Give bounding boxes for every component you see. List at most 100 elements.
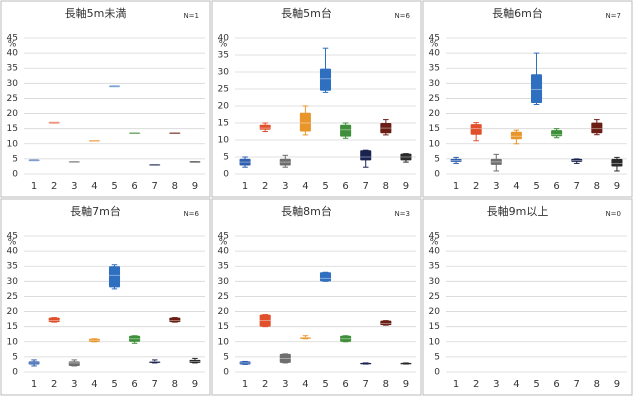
x-tick-label: 2	[51, 181, 57, 192]
y-tick-label: 10	[7, 337, 19, 347]
y-tick-label: 35	[218, 262, 229, 272]
panel-frame	[211, 0, 422, 198]
y-axis-label: %	[219, 238, 228, 248]
y-tick-label: 20	[218, 307, 230, 317]
x-tick-label: 3	[493, 379, 499, 390]
x-tick-label: 9	[403, 181, 409, 192]
y-axis-label: %	[430, 238, 439, 248]
x-tick-label: 3	[282, 379, 288, 390]
x-tick-label: 3	[71, 379, 77, 390]
x-tick-label: 1	[31, 181, 37, 192]
y-tick-label: 30	[218, 68, 230, 78]
x-tick-label: 5	[322, 181, 328, 192]
box	[319, 272, 332, 282]
y-tick-label: 40	[7, 247, 19, 257]
box	[591, 122, 603, 134]
x-tick-label: 1	[453, 181, 459, 192]
x-tick-label: 7	[574, 181, 580, 192]
y-tick-label: 0	[434, 170, 440, 180]
panel-frame	[0, 198, 211, 396]
x-tick-label: 1	[31, 379, 37, 390]
x-tick-label: 2	[473, 379, 479, 390]
y-tick-label: 35	[429, 262, 440, 272]
x-tick-label: 6	[553, 379, 559, 390]
panel-note: N=7	[605, 12, 621, 20]
panel-title: 長軸8m台	[281, 204, 332, 218]
x-tick-label: 2	[473, 181, 479, 192]
y-tick-label: 15	[218, 322, 229, 332]
x-tick-label: 3	[493, 181, 499, 192]
x-tick-label: 4	[302, 181, 308, 192]
x-tick-label: 1	[242, 379, 248, 390]
y-tick-label: 30	[7, 79, 19, 89]
y-tick-label: 20	[7, 307, 19, 317]
y-tick-label: 5	[223, 352, 229, 362]
y-tick-label: 5	[12, 352, 18, 362]
y-tick-label: 5	[223, 153, 229, 163]
x-tick-label: 9	[614, 379, 620, 390]
x-tick-label: 5	[533, 379, 539, 390]
y-axis-label: %	[8, 238, 17, 248]
y-tick-label: 0	[223, 368, 229, 378]
y-tick-label: 30	[7, 277, 19, 287]
y-tick-label: 20	[429, 307, 441, 317]
x-tick-label: 3	[282, 181, 288, 192]
x-tick-label: 4	[91, 379, 97, 390]
panel-note: N=6	[394, 12, 410, 20]
y-tick-label: 30	[218, 277, 230, 287]
box	[259, 124, 271, 130]
x-tick-label: 2	[262, 379, 268, 390]
box	[299, 112, 311, 132]
y-tick-label: 20	[429, 109, 441, 119]
x-tick-label: 8	[594, 379, 600, 390]
x-tick-label: 9	[403, 379, 409, 390]
y-tick-label: 40	[218, 247, 230, 257]
x-tick-label: 7	[363, 379, 369, 390]
x-tick-label: 6	[342, 181, 348, 192]
y-tick-label: 20	[218, 102, 230, 112]
y-tick-label: 5	[12, 154, 18, 164]
box	[470, 124, 482, 135]
x-tick-label: 4	[302, 379, 308, 390]
y-tick-label: 10	[218, 337, 230, 347]
y-tick-label: 0	[12, 368, 18, 378]
y-tick-label: 10	[7, 139, 19, 149]
x-tick-label: 7	[152, 181, 158, 192]
x-tick-label: 8	[383, 379, 389, 390]
x-tick-label: 3	[71, 181, 77, 192]
box	[380, 320, 392, 326]
y-tick-label: 25	[7, 94, 18, 104]
y-tick-label: 40	[218, 34, 230, 44]
x-tick-label: 8	[172, 181, 178, 192]
x-tick-label: 9	[192, 181, 198, 192]
box	[340, 124, 352, 137]
x-tick-label: 5	[322, 379, 328, 390]
x-tick-label: 7	[363, 181, 369, 192]
y-tick-label: 45	[429, 34, 440, 44]
y-tick-label: 15	[7, 322, 18, 332]
panel-note: N=6	[183, 210, 199, 218]
x-tick-label: 8	[594, 181, 600, 192]
x-tick-label: 9	[614, 181, 620, 192]
y-tick-label: 25	[429, 94, 440, 104]
y-tick-label: 15	[218, 119, 229, 129]
x-tick-label: 6	[131, 181, 137, 192]
y-axis-label: %	[219, 40, 228, 50]
y-tick-label: 0	[434, 368, 440, 378]
panel-title: 長軸5m台	[281, 6, 332, 20]
y-axis-label: %	[8, 40, 17, 50]
y-tick-label: 25	[218, 85, 229, 95]
box	[530, 74, 543, 103]
y-axis-label: %	[430, 40, 439, 50]
box	[360, 150, 372, 161]
panel-title: 長軸7m台	[70, 204, 121, 218]
y-tick-label: 10	[429, 337, 441, 347]
y-tick-label: 20	[7, 109, 19, 119]
x-tick-label: 1	[453, 379, 459, 390]
x-tick-label: 5	[111, 379, 117, 390]
box	[611, 158, 623, 167]
box	[108, 266, 121, 288]
y-tick-label: 35	[429, 64, 440, 74]
y-tick-label: 25	[429, 292, 440, 302]
